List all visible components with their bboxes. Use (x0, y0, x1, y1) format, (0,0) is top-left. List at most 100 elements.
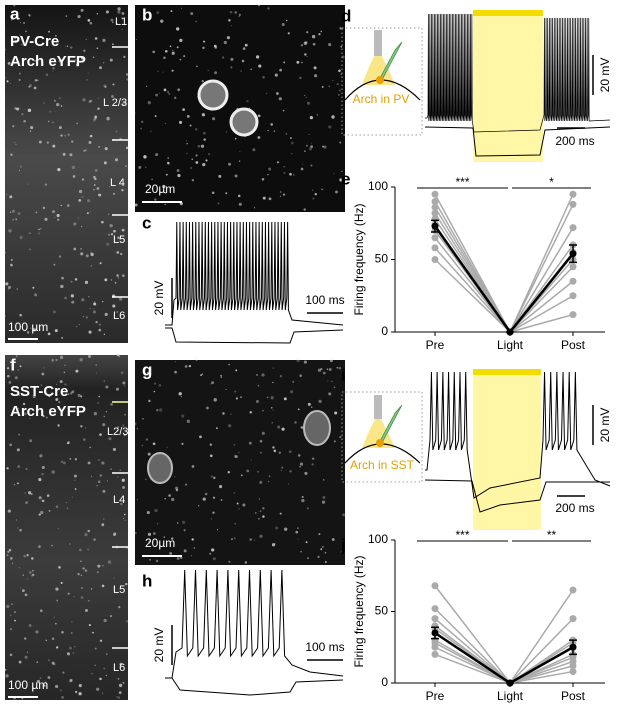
texture-dot (323, 479, 325, 481)
texture-dot (105, 10, 110, 14)
texture-dot (65, 45, 67, 47)
texture-dot (87, 548, 90, 551)
texture-dot (191, 465, 195, 468)
texture-dot (81, 195, 84, 198)
texture-dot (181, 442, 184, 445)
texture-dot (307, 402, 311, 406)
texture-dot (257, 4, 260, 7)
texture-dot (121, 17, 123, 19)
texture-dot (225, 131, 227, 133)
texture-dot (26, 331, 30, 334)
texture-dot (85, 38, 87, 41)
texture-dot (73, 595, 75, 598)
texture-dot (283, 527, 288, 531)
texture-dot (123, 385, 125, 387)
title-line: Arch eYFP (10, 403, 86, 420)
texture-dot (125, 146, 129, 150)
texture-dot (118, 691, 122, 695)
texture-dot (107, 233, 111, 236)
texture-dot (234, 174, 238, 178)
cell-point (569, 662, 577, 670)
texture-dot (9, 195, 13, 199)
texture-dot (97, 107, 100, 111)
texture-dot (117, 277, 120, 279)
texture-dot (145, 438, 149, 441)
texture-dot (83, 149, 86, 152)
texture-dot (71, 140, 74, 143)
texture-dot (70, 392, 73, 395)
texture-dot (15, 218, 18, 221)
texture-dot (322, 145, 325, 148)
texture-dot (87, 354, 92, 358)
inset-box (341, 391, 423, 483)
texture-dot (32, 573, 35, 576)
texture-dot (97, 564, 101, 568)
texture-dot (23, 412, 27, 416)
texture-dot (74, 488, 77, 490)
texture-dot (156, 11, 160, 15)
texture-dot (339, 27, 342, 30)
texture-dot (24, 492, 27, 494)
texture-dot (4, 668, 7, 671)
texture-dot (282, 193, 286, 196)
texture-dot (32, 286, 35, 289)
texture-dot (340, 551, 343, 554)
texture-dot (234, 11, 237, 14)
texture-dot (41, 499, 45, 503)
texture-dot (198, 505, 200, 507)
texture-dot (101, 564, 104, 567)
texture-dot (97, 402, 99, 404)
texture-dot (191, 178, 195, 182)
texture-dot (258, 498, 260, 500)
texture-dot (138, 165, 142, 169)
cell-point (431, 209, 439, 217)
texture-dot (17, 527, 19, 529)
texture-dot (66, 442, 70, 445)
panel-label: c (142, 213, 151, 232)
texture-dot (155, 559, 159, 563)
texture-dot (46, 141, 49, 144)
texture-dot (11, 19, 13, 21)
texture-dot (152, 50, 155, 54)
texture-dot (88, 100, 92, 103)
texture-dot (253, 207, 256, 209)
texture-dot (35, 630, 39, 634)
texture-dot (339, 435, 342, 439)
texture-dot (114, 158, 119, 162)
cell (303, 410, 331, 446)
texture-dot (75, 369, 79, 373)
texture-dot (311, 142, 313, 144)
texture-dot (52, 70, 54, 72)
texture-dot (299, 374, 302, 377)
texture-dot (40, 384, 42, 386)
texture-dot (43, 684, 46, 687)
texture-dot (75, 325, 78, 328)
texture-dot (98, 193, 102, 197)
texture-dot (112, 21, 114, 24)
light-period (473, 12, 543, 162)
title-line: Arch eYFP (10, 53, 86, 70)
texture-dot (66, 652, 71, 656)
texture-dot (253, 539, 256, 541)
texture-dot (300, 44, 304, 47)
texture-dot (123, 513, 126, 516)
texture-dot (80, 8, 84, 12)
texture-dot (231, 538, 233, 540)
texture-dot (279, 195, 281, 197)
texture-dot (62, 152, 66, 156)
texture-dot (207, 69, 209, 71)
texture-dot (134, 112, 136, 114)
texture-dot (54, 329, 58, 333)
texture-dot (80, 395, 83, 398)
texture-dot (105, 411, 107, 413)
texture-dot (39, 609, 43, 613)
texture-dot (171, 497, 175, 502)
texture-dot (25, 30, 27, 33)
texture-dot (68, 543, 71, 545)
layer-label: L6 (113, 310, 125, 322)
texture-dot (93, 308, 95, 310)
texture-dot (103, 667, 105, 670)
texture-dot (107, 560, 112, 564)
texture-dot (33, 86, 37, 90)
texture-dot (61, 630, 64, 634)
